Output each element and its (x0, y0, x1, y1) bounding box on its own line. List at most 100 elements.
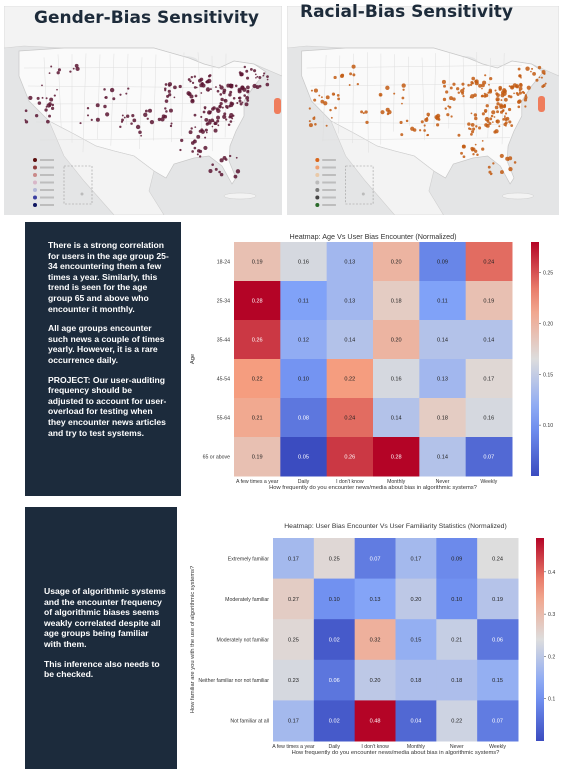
map-state-line (126, 53, 129, 125)
colorbar-tick-label: 0.15 (543, 372, 553, 378)
map-marker (488, 121, 492, 125)
map-state-line (97, 54, 101, 139)
map-marker (360, 110, 364, 114)
map-marker (255, 76, 257, 79)
y-tick-label: Moderately familiar (225, 597, 269, 603)
map-legend-label (322, 181, 336, 184)
insight-familiarity-paragraph-1: Usage of algorithmic systems and the enc… (44, 586, 166, 649)
map-marker (456, 87, 460, 91)
map-state-line (306, 64, 522, 69)
map-marker (86, 114, 90, 117)
map-marker (334, 106, 337, 110)
map-marker (318, 94, 321, 97)
map-marker (213, 122, 217, 126)
map-marker (121, 114, 124, 117)
insight-panel-familiarity: Usage of algorithmic systems and the enc… (25, 507, 177, 769)
map-marker (204, 136, 207, 139)
heatmap-cell-value: 0.05 (298, 455, 309, 461)
insight-age-paragraph-1: There is a strong correlation for users … (48, 240, 169, 314)
map-marker (49, 104, 52, 108)
map-state-line (322, 55, 327, 142)
map-marker (252, 83, 257, 89)
map-marker (95, 117, 100, 122)
heatmap-title: Heatmap: Age Vs User Bias Encounter (Nor… (290, 232, 457, 241)
map-scroll-handle-gender[interactable] (274, 98, 281, 114)
map-marker (436, 123, 440, 127)
map-marker (484, 123, 488, 127)
heatmap-cell (234, 437, 281, 477)
map-marker (525, 66, 530, 71)
map-marker (356, 82, 360, 86)
heatmap-cell (326, 398, 374, 438)
map-marker (209, 110, 212, 113)
heatmap-cell (419, 437, 467, 477)
heatmap-familiarity-panel: Heatmap: User Bias Encounter Vs User Fam… (180, 508, 565, 773)
map-marker (504, 121, 508, 125)
map-marker (491, 121, 494, 123)
map-marker (508, 166, 513, 172)
map-legend-swatch (33, 203, 37, 207)
map-marker (146, 117, 149, 120)
x-tick-label: Daily (328, 744, 340, 750)
heatmap-cell-value: 0.20 (391, 260, 402, 266)
heatmap-cell-value: 0.11 (298, 299, 308, 305)
heatmap-cell (395, 538, 437, 580)
heatmap-cell-value: 0.13 (344, 260, 355, 266)
map-marker (229, 154, 232, 158)
heatmap-cell (436, 538, 478, 580)
map-marker (544, 82, 547, 85)
map-marker (246, 99, 250, 102)
map-marker (244, 102, 249, 107)
heatmap-cell (234, 281, 281, 321)
map-marker (74, 63, 79, 68)
map-marker (119, 93, 122, 96)
map-marker (423, 129, 426, 132)
map-marker (320, 99, 325, 104)
heatmap-cell-value: 0.10 (451, 597, 462, 603)
map-marker (450, 115, 453, 118)
map-legend-label (40, 181, 54, 184)
map-marker (435, 116, 440, 121)
map-marker (495, 119, 499, 123)
map-marker (448, 105, 452, 109)
map-marker (105, 112, 110, 117)
map-marker (243, 65, 247, 69)
map-marker (46, 119, 50, 124)
map-marker (210, 118, 215, 123)
map-state-line (43, 57, 48, 127)
heatmap-cell (465, 398, 513, 438)
map-marker (496, 98, 499, 102)
heatmap-cell (465, 359, 513, 399)
heatmap-cell-value: 0.25 (329, 556, 340, 562)
map-marker (191, 81, 195, 85)
map-marker (488, 90, 493, 94)
map-marker (56, 71, 60, 75)
heatmap-cell (354, 578, 396, 620)
map-marker (223, 112, 227, 116)
colorbar (531, 242, 539, 476)
heatmap-cell (436, 578, 478, 620)
heatmap-cell (234, 398, 281, 438)
map-marker (518, 91, 522, 95)
map-marker (51, 103, 55, 107)
map-marker (518, 86, 523, 91)
heatmap-cell-value: 0.28 (252, 299, 263, 305)
map-marker (507, 107, 512, 112)
map-state-line (31, 103, 239, 105)
map-marker (243, 94, 247, 97)
map-marker (419, 129, 422, 132)
map-marker (469, 96, 472, 99)
heatmap-cell (273, 619, 315, 661)
heatmap-cell (477, 538, 519, 580)
map-marker (127, 87, 130, 90)
map-legend-label (322, 174, 336, 176)
map-marker (365, 120, 369, 125)
heatmap-cell-value: 0.21 (252, 416, 263, 422)
map-marker (474, 116, 478, 121)
map-marker (219, 102, 223, 106)
map-marker (229, 120, 233, 123)
heatmap-cell (477, 578, 519, 620)
map-legend-swatch (33, 158, 37, 162)
map-marker (331, 92, 336, 96)
map-scroll-handle-racial[interactable] (538, 96, 545, 112)
